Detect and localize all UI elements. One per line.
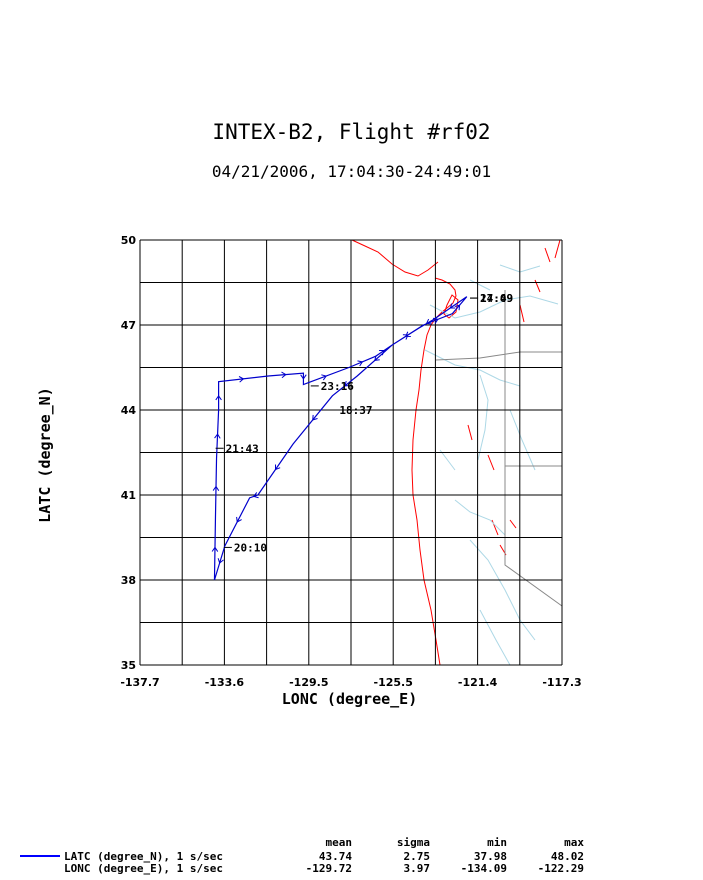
legend-value: 3.97 [403,862,431,875]
direction-marker [217,558,224,564]
legend-value: 37.98 [473,850,507,863]
x-tick-label: -129.5 [289,676,328,689]
legend-header: min [487,836,507,849]
legend-header: sigma [396,836,430,849]
legend-line-swatch [20,855,60,857]
y-axis-label: LATC (degree_N) [36,387,54,523]
chart-title: INTEX-B2, Flight #rf02 [212,120,491,144]
x-tick-label: -133.6 [205,676,245,689]
direction-marker [212,485,220,491]
legend-header: mean [325,836,353,849]
y-tick-label: 50 [121,234,137,247]
direction-marker [236,516,242,523]
y-tick-label: 38 [121,574,136,587]
annotation-label: 24:49 [480,292,513,305]
chart-subtitle: 04/21/2006, 17:04:30-24:49:01 [211,162,492,181]
direction-marker [425,318,432,325]
direction-marker [321,374,328,381]
direction-marker [214,433,221,439]
direction-marker [312,414,318,421]
state-borders [435,290,563,607]
direction-marker [374,355,380,362]
y-tick-label: 44 [121,404,137,417]
annotation-label: 21:43 [226,442,259,455]
annotation-label: 18:37 [339,404,372,417]
direction-marker [281,371,287,379]
direction-marker [454,304,461,311]
direction-marker [432,317,439,324]
x-tick-label: -137.7 [120,676,159,689]
x-tick-label: -121.4 [458,676,498,689]
legend-row-label: LATC (degree_N), 1 s/sec [64,850,223,863]
legend-header: max [564,836,584,849]
map-overlay [351,239,563,666]
legend-value: 2.75 [403,850,431,863]
legend-value: 48.02 [550,850,584,863]
direction-marker [357,360,364,367]
legend-value: -129.72 [305,862,352,875]
direction-marker [238,376,245,383]
y-tick-label: 35 [121,659,136,672]
plot-grid [139,239,563,666]
x-tick-label: -125.5 [374,676,413,689]
legend-value: -134.09 [460,862,507,875]
direction-marker [252,492,259,499]
y-tick-label: 41 [121,489,136,502]
y-tick-label: 47 [121,319,136,332]
annotation-label: 20:10 [234,541,267,554]
direction-marker [300,374,307,380]
legend-row-label: LONC (degree_E), 1 s/sec [64,862,223,875]
direction-marker [215,394,222,401]
x-tick-label: -117.3 [542,676,581,689]
direction-marker [379,349,385,356]
axis-ticks: -137.7 -133.6 -129.5 -125.5 -121.4 -117.3 50 47… [120,234,581,689]
direction-marker [405,331,411,338]
coastline [351,239,561,666]
legend-value: 43.74 [318,850,352,863]
direction-marker [402,334,409,340]
flight-track [211,296,468,581]
annotation-label: 17:09 [480,292,513,305]
direction-marker [449,303,456,309]
legend-value: -122.29 [537,862,584,875]
annotation-label: 23:16 [321,380,354,393]
x-axis-label: LONC (degree_E) [281,690,418,708]
direction-marker [274,464,281,471]
direction-marker [344,380,350,387]
direction-marker [211,546,219,552]
